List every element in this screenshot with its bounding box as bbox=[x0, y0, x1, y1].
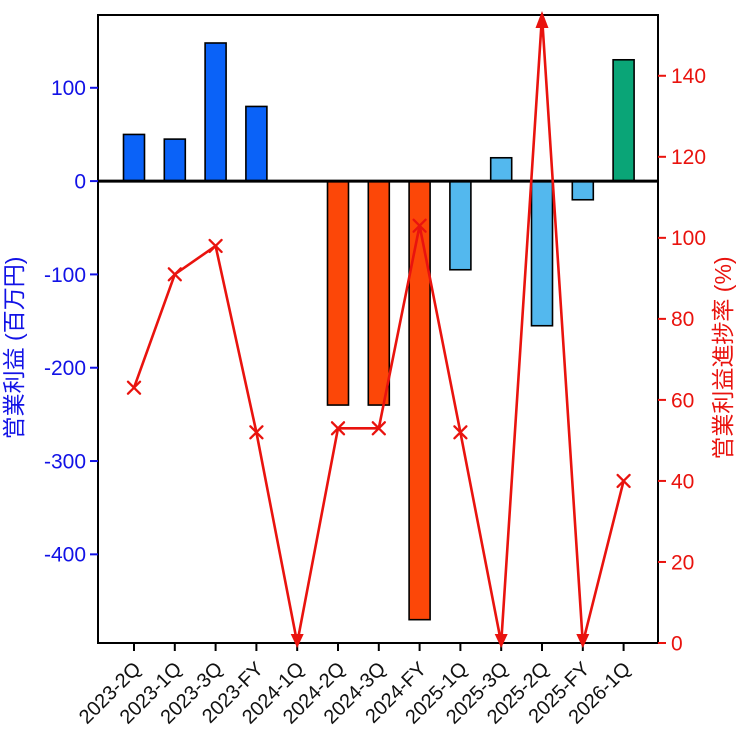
left-axis-title: 営業利益 (百万円) bbox=[1, 257, 27, 440]
bar-2023-FY bbox=[245, 105, 268, 182]
x-marker bbox=[126, 380, 142, 395]
x-axis-group: 2023-2Q2023-1Q2023-3Q2023-FY2024-1Q2024-… bbox=[75, 643, 635, 729]
bar-2024-3Q bbox=[367, 180, 391, 406]
clip-arrow-up bbox=[535, 11, 549, 28]
right-tick-label: 140 bbox=[671, 65, 706, 88]
bar-2024-FY bbox=[408, 180, 431, 621]
bar-2025-2Q bbox=[530, 180, 554, 327]
bar-2024-2Q bbox=[326, 180, 350, 406]
bar-2023-1Q bbox=[163, 138, 187, 182]
x-marker bbox=[249, 425, 264, 440]
x-marker bbox=[412, 218, 427, 233]
right-axis-title: 営業利益進捗率 (%) bbox=[710, 256, 736, 459]
bar-2025-3Q bbox=[489, 156, 513, 182]
left-tick-label: -200 bbox=[44, 357, 86, 380]
right-tick-label: 20 bbox=[671, 551, 694, 574]
bar-2026-1Q bbox=[612, 58, 635, 182]
right-tick-label: 60 bbox=[671, 389, 694, 412]
left-tick-label: 0 bbox=[74, 170, 86, 193]
bar-2025-FY bbox=[571, 180, 595, 201]
x-marker bbox=[330, 421, 346, 436]
x-marker bbox=[167, 267, 182, 282]
right-tick-label: 120 bbox=[671, 146, 706, 169]
x-marker bbox=[616, 473, 631, 489]
progress-line-group bbox=[126, 11, 631, 648]
clip-arrow-down bbox=[494, 634, 508, 648]
left-tick-label: -300 bbox=[44, 450, 86, 473]
clip-arrow-down bbox=[290, 634, 304, 648]
right-tick-label: 100 bbox=[671, 227, 706, 250]
right-axis-group: 140 120 100 80 60 40 20 0 bbox=[658, 65, 706, 655]
right-tick-label: 0 bbox=[671, 632, 683, 655]
x-marker bbox=[453, 425, 468, 440]
bar-2025-1Q bbox=[449, 180, 472, 271]
left-tick-label: 100 bbox=[51, 77, 86, 100]
x-marker bbox=[208, 238, 223, 254]
bar-2023-3Q bbox=[204, 42, 227, 182]
bars-group bbox=[122, 42, 635, 621]
right-tick-label: 80 bbox=[671, 308, 694, 331]
clip-arrow-down bbox=[576, 634, 590, 648]
left-tick-label: -100 bbox=[44, 264, 86, 287]
left-axis-group: 100 0 -100 -200 -300 -400 bbox=[44, 77, 98, 567]
bar-2023-2Q bbox=[122, 133, 146, 182]
right-tick-label: 40 bbox=[671, 470, 694, 493]
left-tick-label: -400 bbox=[44, 544, 86, 567]
x-marker bbox=[371, 421, 386, 436]
